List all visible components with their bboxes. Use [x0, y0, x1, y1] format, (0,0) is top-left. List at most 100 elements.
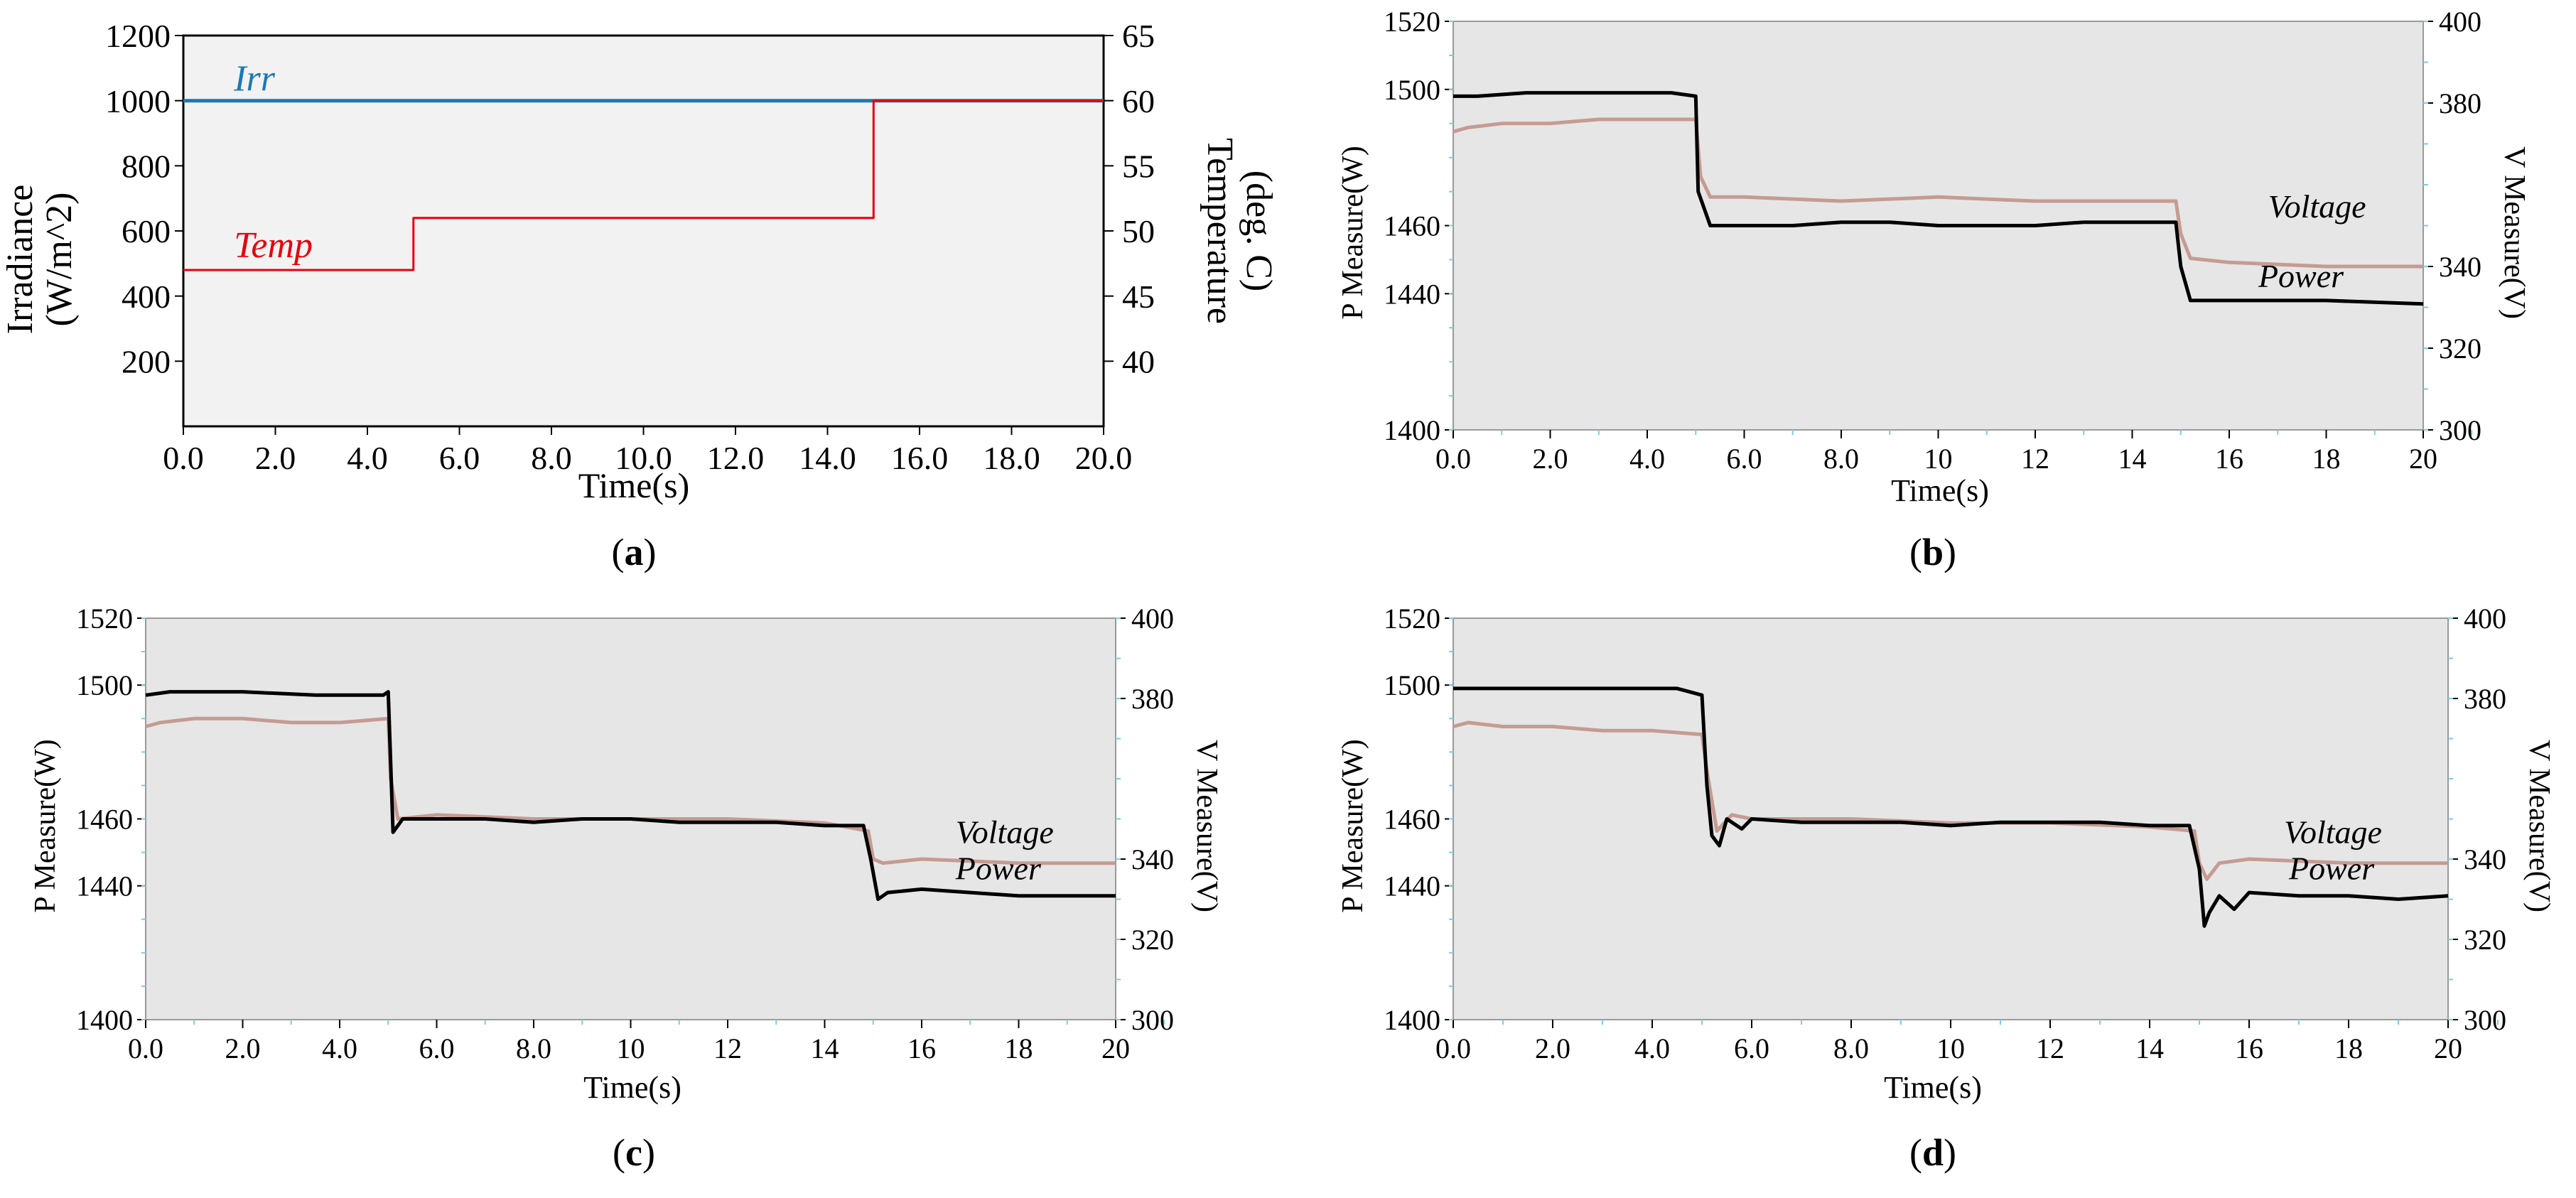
y-right-tick-label: 300	[2439, 414, 2481, 446]
series-label-voltage: Voltage	[2268, 188, 2366, 225]
y-right-tick-label: 55	[1122, 148, 1155, 184]
x-axis-label: Time(s)	[1891, 473, 1989, 508]
series-line-temp	[183, 99, 1104, 271]
x-tick-label: 20	[1101, 1032, 1130, 1064]
y-left-tick-label: 1440	[1384, 870, 1440, 902]
y-left-tick-label: 1500	[76, 669, 133, 701]
y-right-tick-label: 60	[1122, 83, 1155, 119]
y-right-tick-label: 340	[2464, 843, 2506, 875]
series-label-temp: Temp	[234, 225, 313, 266]
x-tick-label: 14	[2118, 443, 2147, 475]
y-right-tick-label: 45	[1122, 279, 1155, 315]
y-left-tick-label: 1440	[1384, 278, 1440, 310]
y-right-axis-label: V Measure(V)	[2523, 740, 2555, 912]
panel-caption: (d)	[1909, 1131, 1956, 1174]
x-tick-label: 6.0	[1734, 1032, 1769, 1064]
x-tick-label: 14	[2135, 1032, 2164, 1064]
plot-area	[1453, 617, 2449, 1020]
y-left-tick-label: 1400	[76, 1004, 133, 1036]
y-left-tick-label: 1500	[1384, 74, 1440, 106]
x-tick-label: 0.0	[1435, 443, 1471, 475]
x-tick-label: 16	[2215, 443, 2243, 475]
x-tick-label: 12.0	[707, 440, 765, 476]
x-tick-label: 2.0	[255, 440, 296, 476]
y-left-tick-label: 1440	[76, 870, 133, 902]
y-left-tick-label: 1500	[1384, 669, 1440, 701]
series-label-irr: Irr	[233, 59, 276, 99]
panel-caption: (c)	[613, 1131, 655, 1174]
x-tick-label: 18	[2312, 443, 2341, 475]
x-tick-label: 0.0	[1435, 1032, 1471, 1064]
x-tick-label: 10	[1924, 443, 1953, 475]
y-right-tick-label: 50	[1122, 213, 1155, 249]
chart-panel-b: 0.0 2.0 4.0 6.0 8.0 10 12 14 16 18 20 1400 1440 1460 1…	[1337, 6, 2531, 573]
series-label-power: Power	[955, 850, 1042, 886]
y-right-tick-label: 400	[2439, 6, 2481, 38]
y-right-tick-label: 300	[2464, 1004, 2506, 1036]
series-label-voltage: Voltage	[2284, 814, 2382, 850]
y-right-tick-label: 320	[1131, 924, 1174, 956]
x-axis-label: Time(s)	[578, 465, 690, 505]
x-tick-label: 4.0	[347, 440, 388, 476]
y-left-tick-label: 1400	[1384, 1004, 1440, 1036]
x-tick-label: 12	[2021, 443, 2049, 475]
y-right-axis-label: V Measure(V)	[2498, 146, 2531, 319]
series-label-power: Power	[2288, 850, 2375, 886]
series-line-power	[1453, 686, 2449, 928]
plot-area	[182, 34, 1105, 428]
y-left-axis-label: P Measure(W)	[1337, 146, 1369, 320]
series-label-power: Power	[2258, 258, 2344, 294]
y-left-tick-label: 800	[122, 148, 171, 184]
x-tick-label: 16	[907, 1032, 936, 1064]
y-left-tick-label: 400	[122, 279, 171, 315]
x-tick-label: 6.0	[419, 1032, 455, 1064]
x-tick-label: 4.0	[322, 1032, 357, 1064]
x-tick-label: 8.0	[531, 440, 572, 476]
y-left-tick-label: 1000	[105, 83, 171, 119]
series-line-voltage	[1453, 117, 2423, 269]
y-right-tick-label: 380	[2439, 87, 2481, 119]
x-tick-label: 2.0	[225, 1032, 261, 1064]
x-tick-label: 18	[1005, 1032, 1033, 1064]
y-left-tick-label: 1400	[1384, 414, 1440, 446]
x-tick-label: 18.0	[983, 440, 1040, 476]
x-tick-label: 14.0	[799, 440, 856, 476]
x-tick-label: 0.0	[163, 440, 204, 476]
x-tick-label: 12	[2036, 1032, 2064, 1064]
panel-caption: (b)	[1909, 531, 1956, 573]
y-left-tick-label: 200	[122, 343, 171, 379]
x-tick-label: 14	[811, 1032, 839, 1064]
x-tick-label: 0.0	[128, 1032, 163, 1064]
y-right-axis-label: Temperature	[1200, 138, 1240, 324]
x-tick-label: 18	[2334, 1032, 2363, 1064]
y-right-tick-label: 320	[2464, 924, 2506, 956]
x-axis-label: Time(s)	[1884, 1070, 1982, 1105]
y-right-axis-label: V Measure(V)	[1190, 740, 1223, 912]
x-axis-label: Time(s)	[583, 1070, 681, 1105]
x-tick-label: 20	[2434, 1032, 2462, 1064]
y-left-axis-label: Irradiance	[0, 185, 41, 335]
x-tick-label: 10.0	[615, 440, 672, 476]
y-left-tick-label: 1460	[1384, 804, 1440, 836]
x-tick-label: 10	[1936, 1032, 1965, 1064]
x-tick-label: 2.0	[1535, 1032, 1570, 1064]
y-left-axis-label: P Measure(W)	[1337, 739, 1369, 913]
y-right-tick-label: 340	[1131, 843, 1174, 875]
x-tick-label: 8.0	[1823, 443, 1859, 475]
y-right-tick-label: 400	[2464, 603, 2506, 635]
y-left-tick-label: 1460	[76, 804, 133, 836]
chart-panel-c: 0.0 2.0 4.0 6.0 8.0 10 12 14 16 18 20 1400 1440 1460 1…	[29, 603, 1223, 1174]
x-tick-label: 4.0	[1629, 443, 1665, 475]
y-left-axis-label: P Measure(W)	[29, 739, 62, 913]
y-right-tick-label: 320	[2439, 333, 2481, 365]
x-tick-label: 10	[617, 1032, 645, 1064]
x-tick-label: 16.0	[891, 440, 949, 476]
x-tick-label: 16	[2235, 1032, 2263, 1064]
series-line-power	[1453, 91, 2424, 306]
x-tick-label: 6.0	[1727, 443, 1762, 475]
series-line-power	[145, 690, 1116, 901]
chart-panel-a: 0.0 2.0 4.0 6.0 8.0 10.0 12.0 14.0 16.0 18.0 20.0 2…	[0, 18, 1279, 573]
series-label-voltage: Voltage	[956, 814, 1054, 850]
panel-caption: (a)	[612, 531, 657, 573]
